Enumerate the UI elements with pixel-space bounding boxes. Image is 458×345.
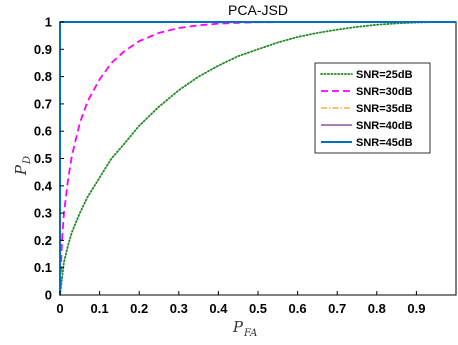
y-tick-label: 0.2 [34, 233, 52, 248]
y-tick-label: 0.7 [34, 96, 52, 111]
y-axis-label-sub: D [22, 156, 33, 165]
y-tick-label: 0.1 [34, 260, 52, 275]
x-tick-label: 0.6 [289, 301, 307, 316]
legend-label-4: SNR=40dB [356, 120, 413, 132]
x-tick-label: 0.7 [328, 301, 346, 316]
x-tick-label: 0.3 [170, 301, 188, 316]
y-tick-label: 0.8 [34, 69, 52, 84]
y-axis-label-main: P [12, 164, 30, 176]
x-tick-label: 0.2 [130, 301, 148, 316]
y-tick-label: 0.6 [34, 124, 52, 139]
x-tick-label: 0 [56, 301, 63, 316]
plot-area: 0 0.1 0.2 0.3 0.4 0.5 0.6 0.7 0.8 0.9 00.10.20.30… [34, 15, 457, 316]
legend-entries: SNR=25dB SNR=30dB SNR=35dB SNR=40dB SNR=45dB [320, 69, 413, 149]
legend-label-1: SNR=25dB [356, 69, 413, 81]
y-tick-label: 0.4 [34, 178, 53, 193]
y-axis-ticks: 0 0.1 0.2 0.3 0.4 0.5 0.6 0.7 0.8 0.9 1 [34, 15, 64, 303]
x-tick-label: 0.1 [91, 301, 109, 316]
legend-label-2: SNR=30dB [356, 86, 413, 98]
x-tick-label: 0.8 [368, 301, 386, 316]
y-tick-label: 0.5 [34, 151, 52, 166]
x-axis-label-sub: FA [243, 328, 257, 339]
x-axis-label-main: P [232, 318, 244, 336]
legend-label-5: SNR=45dB [356, 137, 413, 149]
x-tick-label: 0.5 [249, 301, 267, 316]
y-tick-label: 0 [45, 288, 52, 303]
y-tick-label: 0.3 [34, 206, 52, 221]
y-tick-label: 1 [45, 15, 52, 30]
series-line-1 [59, 21, 457, 296]
y-tick-label: 0.9 [34, 42, 52, 57]
x-tick-label: 0.4 [209, 301, 228, 316]
x-axis-label: P FA [232, 318, 257, 339]
y-axis-label: P D [12, 156, 33, 176]
chart-title: PCA-JSD [228, 2, 288, 18]
x-tick-label: 0.9 [407, 301, 425, 316]
legend: SNR=25dB SNR=30dB SNR=35dB SNR=40dB SNR=45dB [314, 62, 431, 154]
x-axis-ticks: 0 0.1 0.2 0.3 0.4 0.5 0.6 0.7 0.8 0.9 [56, 291, 425, 316]
legend-label-3: SNR=35dB [356, 103, 413, 115]
series-line-2 [59, 21, 456, 296]
